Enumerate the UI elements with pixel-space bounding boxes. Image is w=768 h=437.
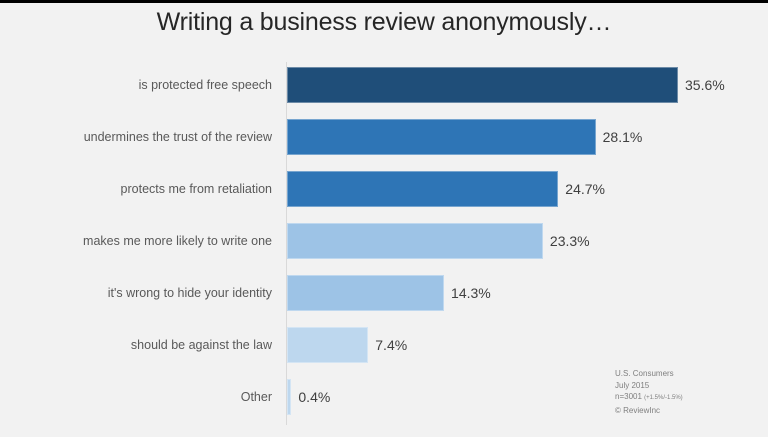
- source-population: U.S. Consumers: [615, 369, 674, 378]
- value-label: 24.7%: [565, 181, 605, 197]
- value-label: 0.4%: [298, 389, 331, 405]
- value-label: 28.1%: [602, 129, 643, 145]
- bar-row: protects me from retaliation 24.7%: [0, 171, 768, 207]
- bar: [287, 223, 543, 259]
- bar-row: it's wrong to hide your identity 14.3%: [0, 275, 768, 311]
- top-border: [0, 0, 768, 3]
- value-label: 7.4%: [375, 337, 408, 353]
- bar: [287, 67, 678, 103]
- chart-title: Writing a business review anonymously…: [156, 8, 612, 36]
- bar: [287, 171, 559, 207]
- source-sample: n=3001 (+1.5%/-1.5%): [615, 391, 683, 405]
- category-label: makes me more likely to write one: [83, 234, 272, 248]
- bar: [287, 379, 292, 415]
- sample-size: n=3001: [615, 392, 642, 401]
- bar: [287, 119, 596, 155]
- bar-row: undermines the trust of the review 28.1%: [0, 119, 768, 155]
- category-label: is protected free speech: [138, 78, 272, 92]
- category-label: undermines the trust of the review: [83, 130, 272, 144]
- margin-of-error: (+1.5%/-1.5%): [644, 395, 683, 401]
- bar: [287, 327, 369, 363]
- source-copyright: © ReviewInc: [615, 405, 661, 415]
- value-label: 35.6%: [685, 77, 725, 93]
- bar-row: is protected free speech 35.6%: [0, 67, 768, 103]
- category-label: it's wrong to hide your identity: [107, 286, 272, 300]
- bar-row: Other 0.4%: [0, 379, 768, 415]
- value-label: 23.3%: [549, 233, 590, 249]
- source-note: U.S. Consumers July 2015 n=3001 (+1.5%/-…: [615, 368, 683, 416]
- category-label: Other: [240, 390, 272, 404]
- category-label: protects me from retaliation: [120, 182, 272, 196]
- bar-row: should be against the law 7.4%: [0, 327, 768, 363]
- category-label: should be against the law: [130, 338, 272, 352]
- bar-row: makes me more likely to write one 23.3%: [0, 223, 768, 259]
- value-label: 14.3%: [451, 285, 491, 301]
- source-date: July 2015: [615, 380, 650, 390]
- y-axis-line: [286, 62, 287, 425]
- bar: [287, 275, 445, 311]
